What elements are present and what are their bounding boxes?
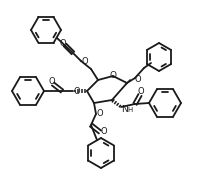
Text: O: O: [74, 87, 80, 96]
Text: O: O: [109, 70, 116, 80]
Text: O: O: [97, 109, 103, 118]
Text: O: O: [101, 127, 107, 136]
Text: O: O: [135, 74, 141, 83]
Text: O: O: [82, 58, 88, 67]
Text: O: O: [60, 39, 66, 48]
Text: H: H: [127, 107, 133, 113]
Text: O: O: [49, 77, 55, 86]
Text: O: O: [138, 87, 144, 96]
Text: N: N: [122, 105, 128, 114]
